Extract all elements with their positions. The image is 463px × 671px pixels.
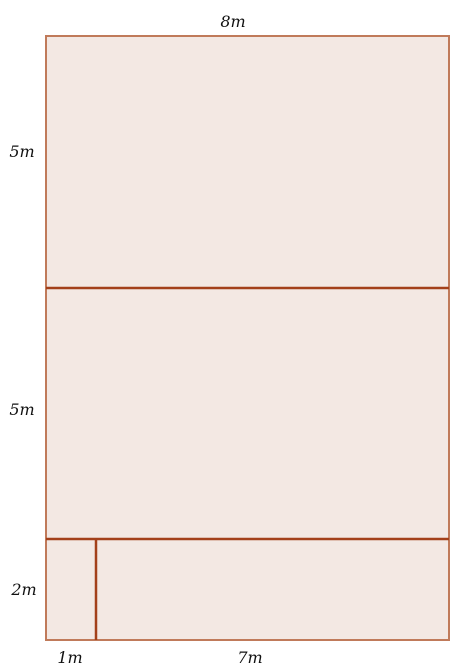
bottom-right-width-label: 7m [237, 648, 263, 667]
left-top-height-label: 5m [9, 142, 35, 161]
left-mid-height-label: 5m [9, 400, 35, 419]
left-bottom-height-label: 2m [11, 580, 37, 599]
outer-rectangle [45, 35, 450, 641]
top-width-label: 8m [220, 12, 246, 31]
bottom-left-width-label: 1m [57, 648, 83, 667]
